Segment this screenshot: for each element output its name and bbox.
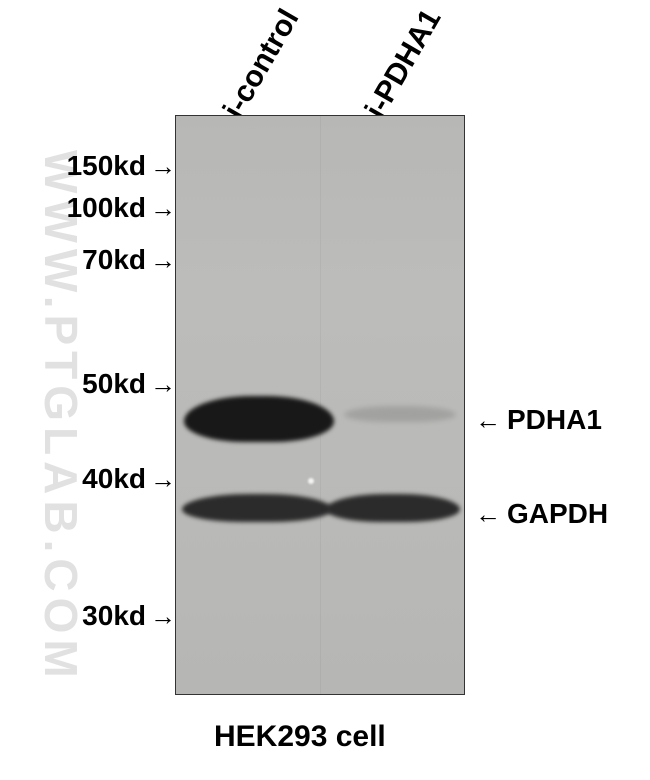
marker-40kd: 40kd → [6, 463, 176, 495]
arrow-left-icon: ← [475, 407, 501, 433]
marker-label: 30kd [82, 600, 146, 632]
marker-150kd: 150kd → [6, 150, 176, 182]
marker-label: 100kd [67, 192, 146, 224]
arrow-right-icon: → [150, 153, 176, 179]
marker-30kd: 30kd → [6, 600, 176, 632]
arrow-left-icon: ← [475, 501, 501, 527]
caption-text: HEK293 cell [214, 720, 386, 754]
marker-label: 150kd [67, 150, 146, 182]
arrow-right-icon: → [150, 466, 176, 492]
band-pdha1-lane1 [184, 396, 334, 442]
marker-label: 70kd [82, 244, 146, 276]
figure-root: WWW.PTGLAB.COM si-control si-PDHA1 150kd… [0, 0, 650, 780]
protein-label-pdha1: ← PDHA1 [475, 404, 602, 436]
arrow-right-icon: → [150, 195, 176, 221]
protein-name: GAPDH [507, 498, 608, 530]
arrow-right-icon: → [150, 603, 176, 629]
blot-membrane [175, 115, 465, 695]
band-gapdh-lane2 [326, 494, 460, 522]
artifact-speck [308, 478, 314, 484]
marker-label: 40kd [82, 463, 146, 495]
arrow-right-icon: → [150, 247, 176, 273]
marker-label: 50kd [82, 368, 146, 400]
band-gapdh-lane1 [182, 494, 332, 522]
band-pdha1-lane2 [344, 406, 456, 422]
protein-name: PDHA1 [507, 404, 602, 436]
marker-70kd: 70kd → [6, 244, 176, 276]
arrow-right-icon: → [150, 371, 176, 397]
marker-100kd: 100kd → [6, 192, 176, 224]
marker-50kd: 50kd → [6, 368, 176, 400]
protein-label-gapdh: ← GAPDH [475, 498, 608, 530]
